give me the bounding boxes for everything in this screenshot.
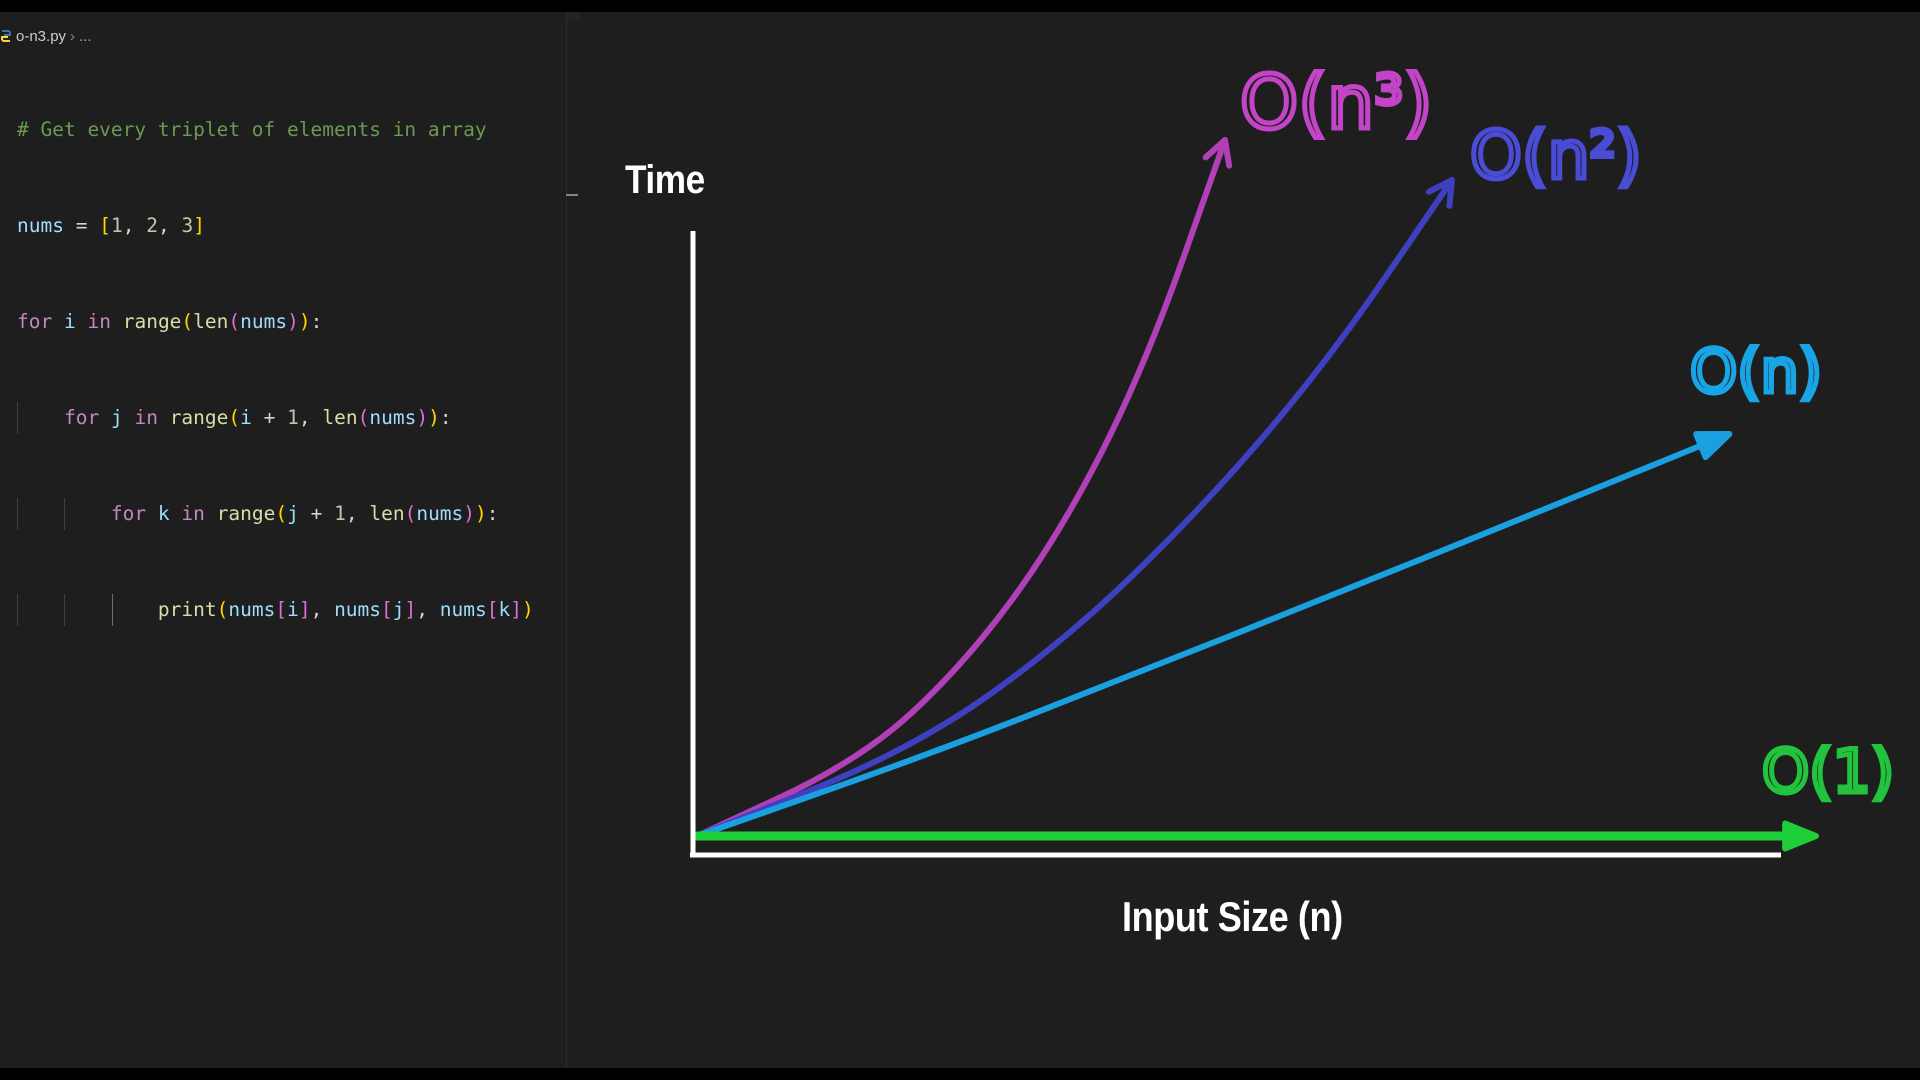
code-function: len [322, 406, 358, 429]
code-comment: # Get every triplet of elements in array [17, 118, 487, 141]
code-variable: nums [416, 502, 464, 525]
code-variable: k [498, 598, 511, 621]
code-editor[interactable]: o-n3.py › ... # Get every triplet of ele… [0, 12, 578, 1068]
code-keyword: for [17, 310, 53, 333]
code-variable: nums [240, 310, 288, 333]
code-bracket: ) [428, 406, 440, 429]
code-variable: i [63, 310, 76, 333]
code-function: len [193, 310, 229, 333]
code-bracket: ( [216, 598, 229, 621]
code-punctuation: , [416, 598, 429, 621]
indent-guide [64, 498, 65, 530]
code-line-2: nums = [1, 2, 3] [17, 210, 534, 242]
indent-guide [17, 498, 18, 530]
code-bracket: ( [275, 502, 288, 525]
code-punctuation: , [345, 502, 358, 525]
code-keyword: for [110, 502, 147, 525]
indent-guide [64, 594, 65, 626]
code-variable: j [287, 502, 299, 525]
code-function: print [157, 598, 217, 621]
video-bottom-bar [0, 1068, 1920, 1080]
code-punctuation: : [486, 502, 499, 525]
code-keyword: in [87, 310, 111, 333]
code-lines[interactable]: # Get every triplet of elements in array… [17, 50, 534, 690]
code-punctuation: , [310, 598, 323, 621]
code-variable: nums [439, 598, 487, 621]
code-keyword: in [181, 502, 205, 525]
code-number: 1 [287, 406, 299, 429]
code-number: 1 [334, 502, 346, 525]
code-bracket: ( [228, 310, 241, 333]
code-bracket: [ [486, 598, 499, 621]
breadcrumb-file[interactable]: o-n3.py [16, 27, 67, 45]
code-punctuation: : [310, 310, 323, 333]
code-punctuation: , [122, 214, 135, 237]
code-punctuation: + [263, 406, 276, 429]
code-punctuation: , [298, 406, 311, 429]
breadcrumb[interactable]: o-n3.py › ... [0, 26, 92, 46]
code-function: len [369, 502, 405, 525]
code-bracket: [ [381, 598, 393, 621]
python-file-icon [0, 28, 12, 44]
code-bracket: ) [475, 502, 487, 525]
code-variable: i [240, 406, 252, 429]
y-axis-label: Time [625, 158, 705, 202]
indent-guide-active [112, 594, 113, 626]
code-bracket: ] [193, 214, 205, 237]
code-bracket: ) [298, 310, 311, 333]
x-axis-label: Input Size (n) [1122, 893, 1343, 940]
code-punctuation: : [439, 406, 452, 429]
code-bracket: [ [99, 214, 111, 237]
code-function: range [122, 310, 182, 333]
breadcrumb-more[interactable]: ... [79, 27, 92, 45]
code-bracket: ( [357, 406, 370, 429]
code-bracket: ) [416, 406, 429, 429]
code-bracket: ] [404, 598, 417, 621]
code-variable: nums [334, 598, 382, 621]
breadcrumb-separator: › [70, 27, 76, 45]
code-variable: i [287, 598, 299, 621]
code-punctuation: + [310, 502, 323, 525]
code-variable: k [157, 502, 170, 525]
code-line-1: # Get every triplet of elements in array [17, 114, 534, 146]
code-variable: nums [17, 214, 64, 237]
code-bracket: ( [181, 310, 194, 333]
code-line-5: for k in range(j + 1, len(nums)): [17, 498, 534, 530]
code-bracket: ( [404, 502, 417, 525]
code-bracket: [ [275, 598, 288, 621]
code-punctuation: , [157, 214, 170, 237]
code-variable: nums [228, 598, 276, 621]
code-number: 2 [146, 214, 158, 237]
code-punctuation: = [75, 214, 88, 237]
indent-guide [17, 594, 18, 626]
code-function: range [169, 406, 229, 429]
code-bracket: ] [298, 598, 311, 621]
code-variable: nums [369, 406, 417, 429]
code-number: 3 [181, 214, 194, 237]
code-function: range [216, 502, 276, 525]
code-bracket: ] [510, 598, 522, 621]
code-keyword: in [134, 406, 158, 429]
code-line-6: print(nums[i], nums[j], nums[k]) [17, 594, 534, 626]
indent-guide [17, 402, 18, 434]
code-bracket: ) [522, 598, 534, 621]
code-variable: j [110, 406, 123, 429]
code-bracket: ( [228, 406, 241, 429]
code-bracket: ) [463, 502, 476, 525]
code-keyword: for [63, 406, 100, 429]
fold-marker[interactable] [566, 194, 578, 196]
code-bracket: ) [287, 310, 299, 333]
code-line-4: for j in range(i + 1, len(nums)): [17, 402, 534, 434]
code-line-3: for i in range(len(nums)): [17, 306, 534, 338]
code-variable: j [392, 598, 405, 621]
code-number: 1 [110, 214, 123, 237]
